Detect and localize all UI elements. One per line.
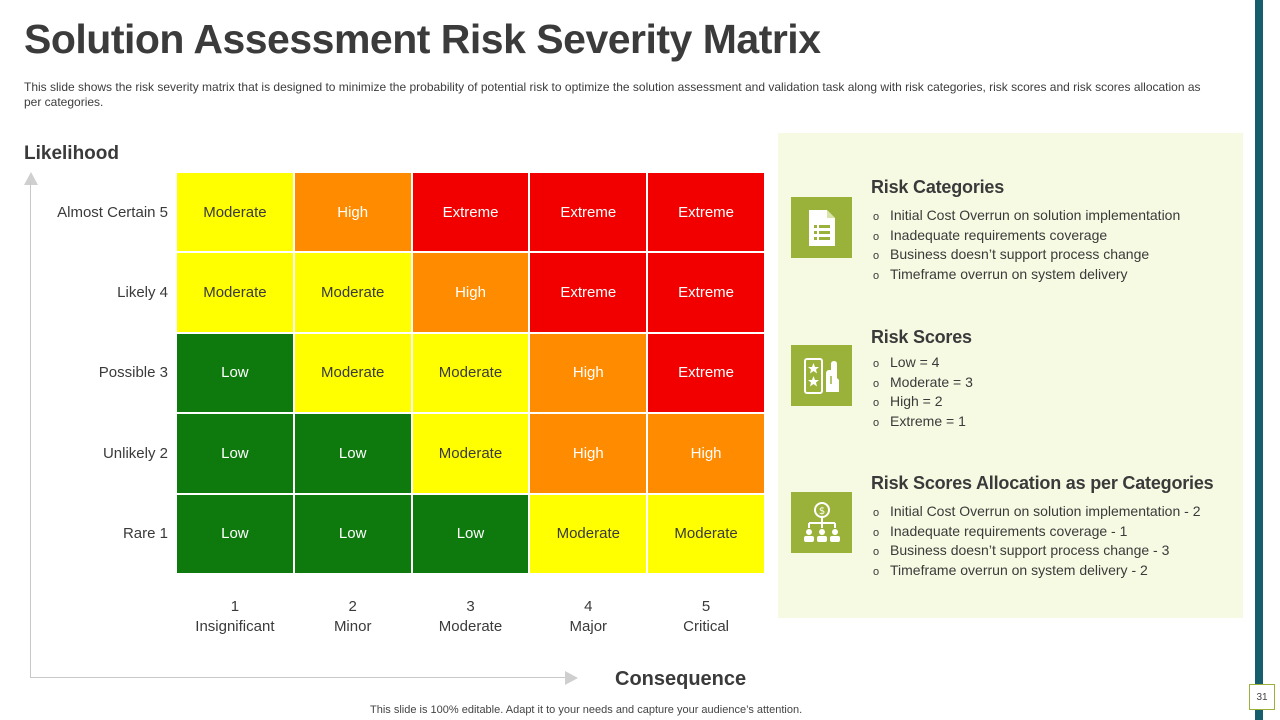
likelihood-label: Unlikely 2	[102, 444, 168, 462]
matrix-cell: Moderate	[293, 252, 412, 333]
list-item: o Initial Cost Overrun on solution implem…	[873, 207, 1181, 223]
consequence-number: 2	[348, 598, 357, 615]
y-axis-label: Likelihood	[24, 143, 119, 164]
list-item: o Timeframe overrun on system delivery	[873, 265, 1128, 282]
consequence-name: Insignificant	[195, 618, 275, 635]
list-item: o Low = 4	[873, 354, 940, 370]
section-title: Risk Categories	[871, 177, 1005, 197]
page-title: Solution Assessment Risk Severity Matrix	[24, 16, 821, 62]
list-item: o Extreme = 1	[873, 412, 966, 429]
matrix-cell: Moderate	[411, 413, 530, 494]
matrix-cell: Extreme	[647, 172, 765, 253]
matrix-cell: High	[529, 332, 648, 414]
matrix-cell: Low	[176, 413, 294, 494]
consequence-number: 1	[230, 598, 240, 615]
x-axis-arrow-icon	[565, 671, 578, 685]
section-title: Risk Scores	[871, 327, 972, 347]
list-item: o Inadequate requirements coverage - 1	[873, 522, 1128, 539]
matrix-cell: High	[411, 252, 530, 333]
section-list: o Initial Cost Overrun on solution implem…	[873, 503, 1200, 581]
consequence-label: 4 Major	[529, 597, 647, 637]
matrix-cell: Moderate	[411, 332, 530, 414]
matrix-cell: High	[293, 172, 412, 253]
list-item: o Inadequate requirements coverage	[873, 226, 1108, 243]
x-axis-line	[30, 677, 568, 678]
matrix-cell: Moderate	[647, 493, 765, 574]
list-item: o Moderate = 3	[873, 373, 973, 390]
list-item: o Business doesn’t support process change…	[873, 542, 1170, 559]
likelihood-label: Possible 3	[98, 364, 168, 382]
likelihood-labels: Almost Certain 5 Likely 4 Possible 3 Unl…	[30, 172, 168, 574]
matrix-cell: Extreme	[647, 252, 765, 333]
risk-matrix: Moderate High Extreme Extreme Extreme Mo…	[176, 172, 765, 574]
consequence-number: 4	[584, 598, 593, 615]
consequence-number: 5	[701, 598, 711, 615]
matrix-cell: Low	[411, 493, 530, 574]
consequence-label: 3 Moderate	[412, 597, 530, 637]
matrix-cell: Extreme	[529, 252, 648, 333]
consequence-label: 1 Insignificant	[176, 597, 294, 637]
likelihood-label: Almost Certain 5	[57, 203, 168, 221]
section-list: o Initial Cost Overrun on solution implem…	[873, 207, 1180, 285]
matrix-cell: High	[529, 413, 648, 494]
consequence-label: 2 Minor	[294, 597, 412, 637]
matrix-cell: Low	[293, 413, 412, 494]
svg-text:$: $	[818, 506, 824, 517]
matrix-cell: Moderate	[529, 493, 648, 574]
consequence-label: 5 Critical	[647, 597, 765, 637]
page-number: 31	[1249, 684, 1275, 710]
document-list-icon	[791, 197, 852, 258]
x-axis-label: Consequence	[615, 668, 747, 690]
matrix-cell: Extreme	[529, 172, 648, 253]
footer-note: This slide is 100% editable. Adapt it to…	[370, 704, 803, 716]
consequence-name: Minor	[333, 618, 372, 635]
y-axis-line	[30, 182, 31, 678]
consequence-name: Moderate	[438, 618, 503, 635]
consequence-number: 3	[466, 598, 475, 615]
matrix-cell: Low	[176, 493, 294, 574]
rating-hand-icon	[791, 345, 852, 406]
list-item: o Initial Cost Overrun on solution implem…	[873, 503, 1201, 519]
list-item: o High = 2	[873, 393, 943, 410]
info-panel: Risk Categories o Initial Cost Overrun on…	[778, 133, 1243, 618]
page-subtitle: This slide shows the risk severity matri…	[24, 80, 1201, 109]
section-list: o Low = 4 o Moderate = 3 o High = 2 o Extrem…	[873, 354, 973, 432]
section-title: Risk Scores Allocation as per Categories	[871, 473, 1214, 493]
matrix-cell: Low	[176, 332, 294, 414]
likelihood-label: Rare 1	[122, 525, 168, 543]
money-hierarchy-icon: $	[791, 492, 852, 553]
matrix-cell: Moderate	[176, 252, 294, 333]
right-accent-bar	[1255, 0, 1263, 720]
matrix-cell: Moderate	[176, 172, 294, 253]
likelihood-label: Likely 4	[117, 284, 168, 302]
y-axis-arrow-icon	[24, 172, 38, 185]
matrix-cell: High	[647, 413, 765, 494]
consequence-name: Major	[569, 618, 608, 635]
matrix-cell: Extreme	[647, 332, 765, 414]
matrix-cell: Low	[293, 493, 412, 574]
matrix-cell: Moderate	[293, 332, 412, 414]
matrix-cell: Extreme	[411, 172, 530, 253]
list-item: o Business doesn’t support process change	[873, 246, 1150, 263]
consequence-labels: 1 Insignificant 2 Minor 3 Moderate 4 Maj…	[176, 597, 765, 637]
consequence-name: Critical	[683, 618, 730, 635]
list-item: o Timeframe overrun on system delivery - …	[873, 561, 1148, 578]
